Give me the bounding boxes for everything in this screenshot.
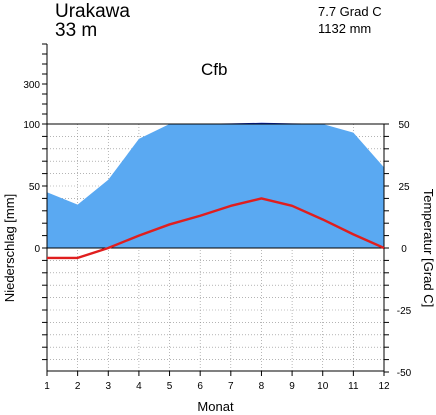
left-tick-label: 100 xyxy=(23,120,40,131)
x-tick-label: 11 xyxy=(348,381,359,392)
x-tick-label: 6 xyxy=(197,381,203,392)
temperature-series xyxy=(47,197,385,260)
annual-precipitation: 1132 mm xyxy=(318,21,372,36)
mean-temperature: 7.7 Grad C xyxy=(318,4,382,19)
station-name: Urakawa xyxy=(55,1,130,22)
station-elevation: 33 m xyxy=(55,20,98,41)
x-tick-label: 2 xyxy=(75,381,81,392)
x-tick-label: 3 xyxy=(105,381,111,392)
right-axis-title: Temperatur [Grad C] xyxy=(421,189,436,308)
right-tick-label: 25 xyxy=(398,182,410,193)
left-tick-label: 0 xyxy=(34,244,40,255)
right-tick-label: 0 xyxy=(401,244,407,255)
right-tick-label: 50 xyxy=(398,120,410,131)
x-tick-label: 12 xyxy=(378,381,390,392)
left-tick-label: 300 xyxy=(23,80,40,91)
x-tick-label: 10 xyxy=(317,381,329,392)
x-tick-label: 5 xyxy=(167,381,173,392)
x-tick-label: 7 xyxy=(228,381,234,392)
temperature-line xyxy=(47,197,385,260)
axis-ticks xyxy=(42,43,389,376)
precipitation-fill xyxy=(47,124,384,248)
x-tick-label: 9 xyxy=(289,381,295,392)
right-tick-label: -50 xyxy=(397,368,412,379)
precipitation-area xyxy=(47,122,384,248)
x-tick-label: 1 xyxy=(44,381,50,392)
left-axis-title: Niederschlag [mm] xyxy=(2,194,17,302)
x-tick-label: 4 xyxy=(136,381,142,392)
climate-class: Cfb xyxy=(201,60,228,79)
x-axis-title: Monat xyxy=(197,399,234,414)
x-tick-label: 8 xyxy=(259,381,265,392)
right-tick-label: -25 xyxy=(397,306,412,317)
left-tick-label: 50 xyxy=(29,182,41,193)
axis-labels: 1 2 3 4 5 6 7 8 9 10 11 1230010050050250-25-50Monat… xyxy=(2,80,436,414)
